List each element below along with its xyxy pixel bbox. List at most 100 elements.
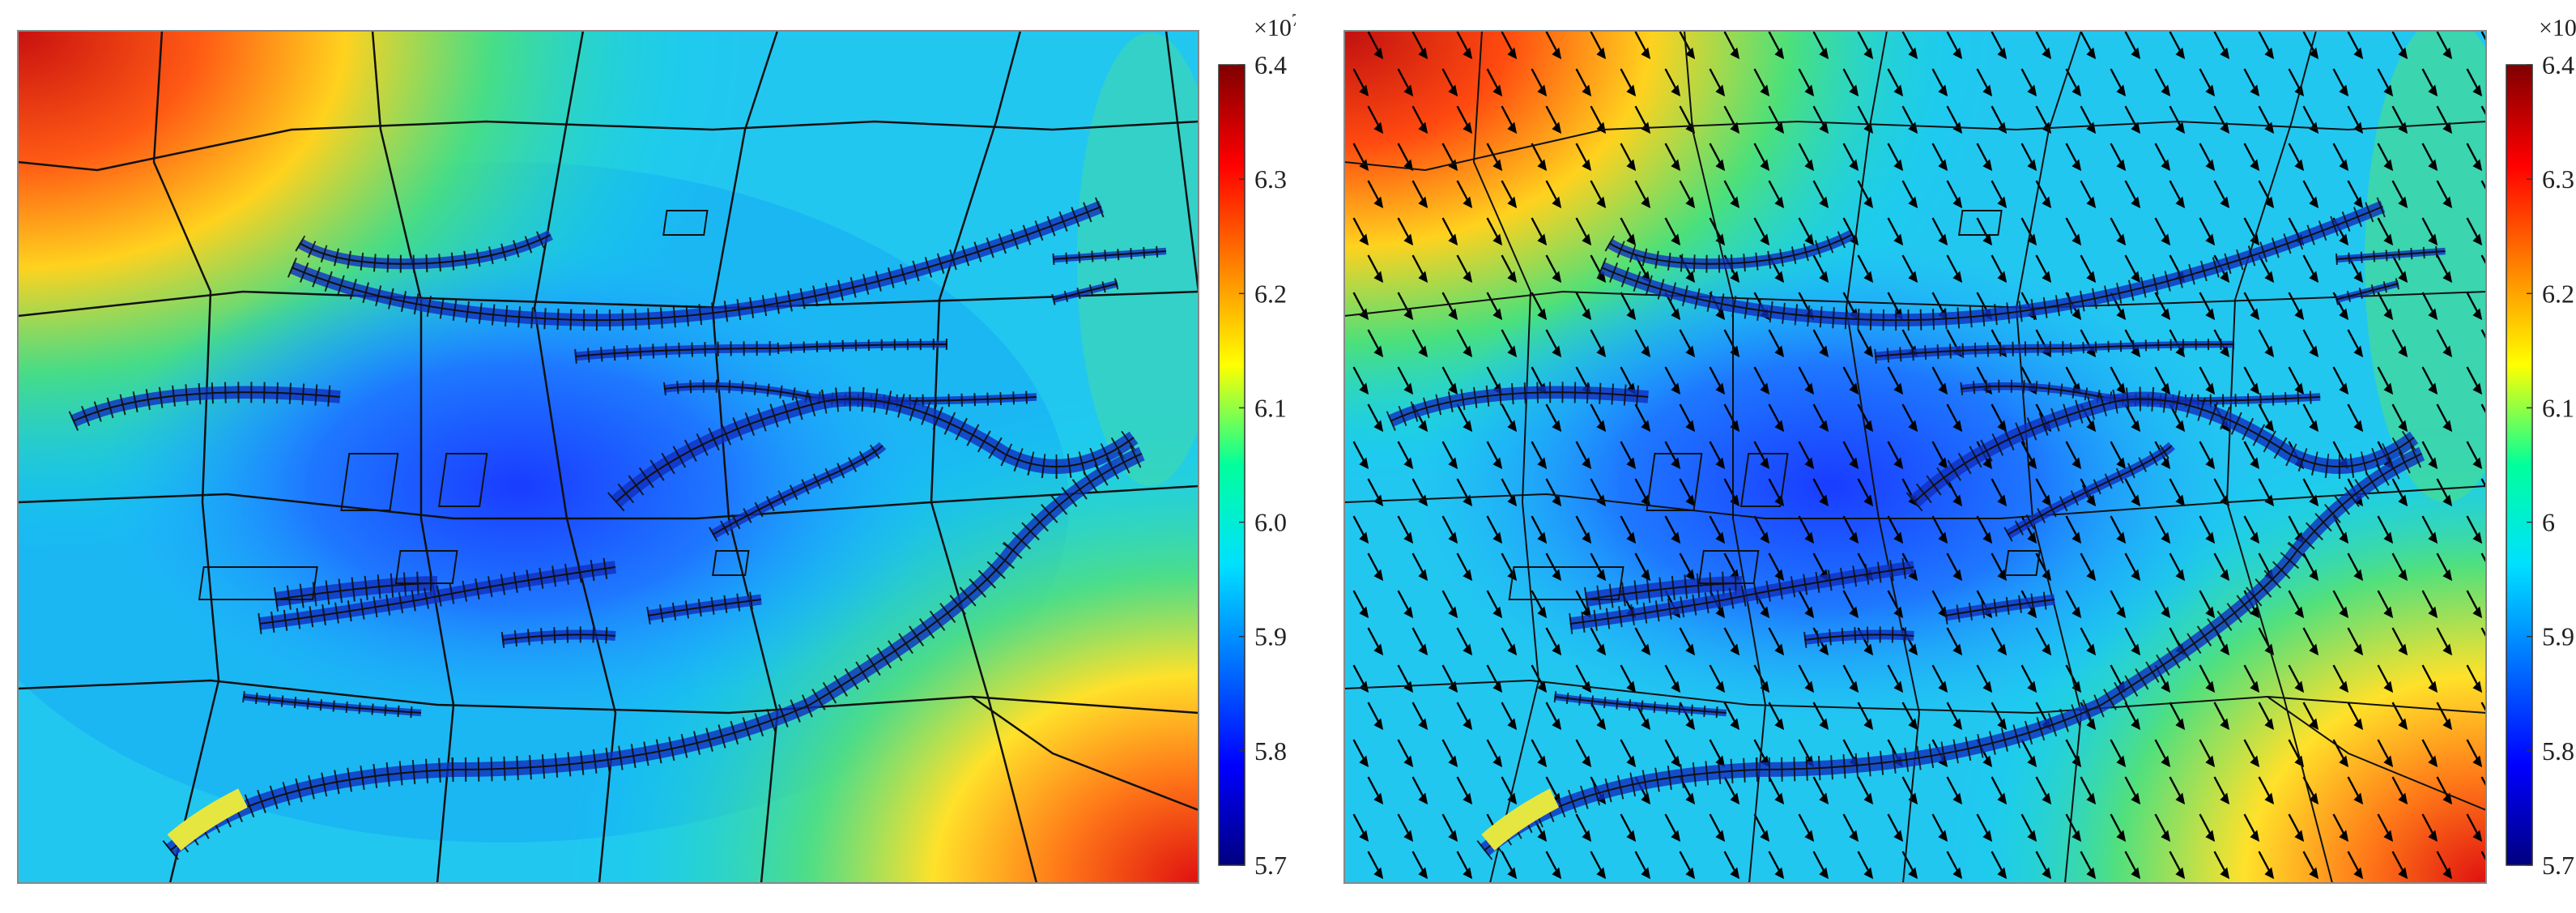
stress-vector-head <box>1403 308 1414 321</box>
stress-vector-head <box>1463 122 1473 134</box>
stress-vector-head <box>1552 569 1562 582</box>
stress-vector-head <box>1685 47 1696 60</box>
stress-vector-head <box>1596 196 1607 209</box>
stress-vector-head <box>2220 718 2230 731</box>
stress-vector-head <box>1730 494 1740 507</box>
stress-vector-head <box>1952 867 1963 880</box>
stress-vector-head <box>2309 345 2319 358</box>
stress-vector-head <box>1760 457 1770 470</box>
stress-vector-head <box>1774 569 1785 582</box>
stress-vector-head <box>1448 382 1458 395</box>
stress-vector-head <box>1373 196 1384 209</box>
stress-vector <box>2480 776 2486 787</box>
stress-vector-head <box>2383 382 2394 395</box>
stress-vector-head <box>2489 720 2495 728</box>
tunnel-outline <box>287 196 1105 331</box>
stress-vector-head <box>1804 233 1815 246</box>
stress-vector-head <box>1418 420 1429 433</box>
stress-vector-head <box>1908 643 1918 656</box>
stress-vector-head <box>2175 345 2186 358</box>
stress-vector-head <box>1849 382 1859 395</box>
stress-vector-head <box>1863 494 1874 507</box>
stress-vector-head <box>2131 643 2141 656</box>
stress-vector-head <box>1893 159 1904 172</box>
tunnel-outline <box>709 439 889 542</box>
stress-vector-head <box>1730 345 1740 358</box>
tunnel-outline <box>1905 386 2421 512</box>
stress-vector-head <box>1997 792 2008 805</box>
colorbar-tick-label: 5.7 <box>2542 851 2574 880</box>
stress-vector-head <box>2294 830 2305 843</box>
stress-vector-head <box>1403 159 1414 172</box>
stress-vector-head <box>1819 271 1829 284</box>
stress-field-left <box>18 31 1199 883</box>
stress-vector-head <box>1507 420 1518 433</box>
stress-vector-head <box>2220 122 2230 134</box>
stress-vector-head <box>1952 792 1963 805</box>
tunnel-outline <box>1553 691 1727 719</box>
stress-vector-head <box>2264 47 2275 60</box>
stress-vector-head <box>2428 457 2438 470</box>
stress-vector-head <box>1626 680 1637 693</box>
stress-vector-head <box>1804 457 1815 470</box>
stress-vector-head <box>1893 382 1904 395</box>
stress-vector-head <box>1671 159 1681 172</box>
stress-vector-head <box>1626 159 1637 172</box>
stress-vector-head <box>1893 233 1904 246</box>
stress-vector-head <box>2472 680 2483 693</box>
stress-vector-head <box>1863 271 1874 284</box>
stress-vector-head <box>2116 308 2127 321</box>
stress-vector-head <box>2398 643 2408 656</box>
stress-vector-head <box>2250 159 2260 172</box>
stress-vector-head <box>1952 718 1963 731</box>
colorbar-exponent-right: ×107 <box>2539 10 2576 41</box>
stress-vector-head <box>1373 792 1384 805</box>
stress-vector-head <box>2383 531 2394 544</box>
stress-vector-head <box>2071 680 2082 693</box>
stress-vector-head <box>1596 47 1607 60</box>
stress-vector-head <box>1463 569 1473 582</box>
stress-vector-head <box>1582 457 1592 470</box>
stress-vector-head <box>1463 420 1473 433</box>
stress-vector-head <box>1997 47 2008 60</box>
stress-vector-head <box>2353 718 2364 731</box>
stress-vector-head <box>2027 830 2037 843</box>
stress-vector-head <box>2264 196 2275 209</box>
stress-vector-head <box>2472 159 2483 172</box>
stress-vector-head <box>1418 345 1429 358</box>
stress-vector-head <box>2086 196 2097 209</box>
tunnel-outline <box>2334 278 2400 305</box>
stress-vector-head <box>2205 830 2216 843</box>
stress-vector-head <box>1982 233 1993 246</box>
stress-vector-head <box>1418 718 1429 731</box>
stress-vector-head <box>2116 531 2127 544</box>
stress-vector-head <box>1760 233 1770 246</box>
stress-vector-head <box>1730 643 1740 656</box>
stress-vector-head <box>1463 718 1473 731</box>
stress-vector-head <box>2086 792 2097 805</box>
stress-vector-head <box>1373 420 1384 433</box>
stress-vector-head <box>1626 830 1637 843</box>
stress-vector-head <box>1997 271 2008 284</box>
stress-vector-head <box>1685 867 1696 880</box>
stress-vector-head <box>1463 271 1473 284</box>
stress-vector-head <box>1819 792 1829 805</box>
stress-vector-head <box>2309 271 2319 284</box>
stress-vector-head <box>1685 718 1696 731</box>
stress-vector-head <box>2489 646 2495 654</box>
stress-vector-head <box>2428 308 2438 321</box>
stress-vector-head <box>1492 531 1503 544</box>
stress-vector-head <box>1373 47 1384 60</box>
stress-vector-head <box>2353 345 2364 358</box>
stress-vector-head <box>1641 196 1651 209</box>
stress-vector-head <box>1582 84 1592 97</box>
stress-vector-head <box>1463 47 1473 60</box>
stress-vector-head <box>1863 47 1874 60</box>
colorbar-tick-label: 5.7 <box>1254 851 1287 880</box>
stress-vector-head <box>2472 531 2483 544</box>
stress-vector-head <box>1849 680 1859 693</box>
stress-vector-head <box>2086 643 2097 656</box>
tunnel-outline <box>1803 626 1915 648</box>
stress-vector-head <box>2220 345 2230 358</box>
tunnel-outline <box>1052 245 1167 265</box>
